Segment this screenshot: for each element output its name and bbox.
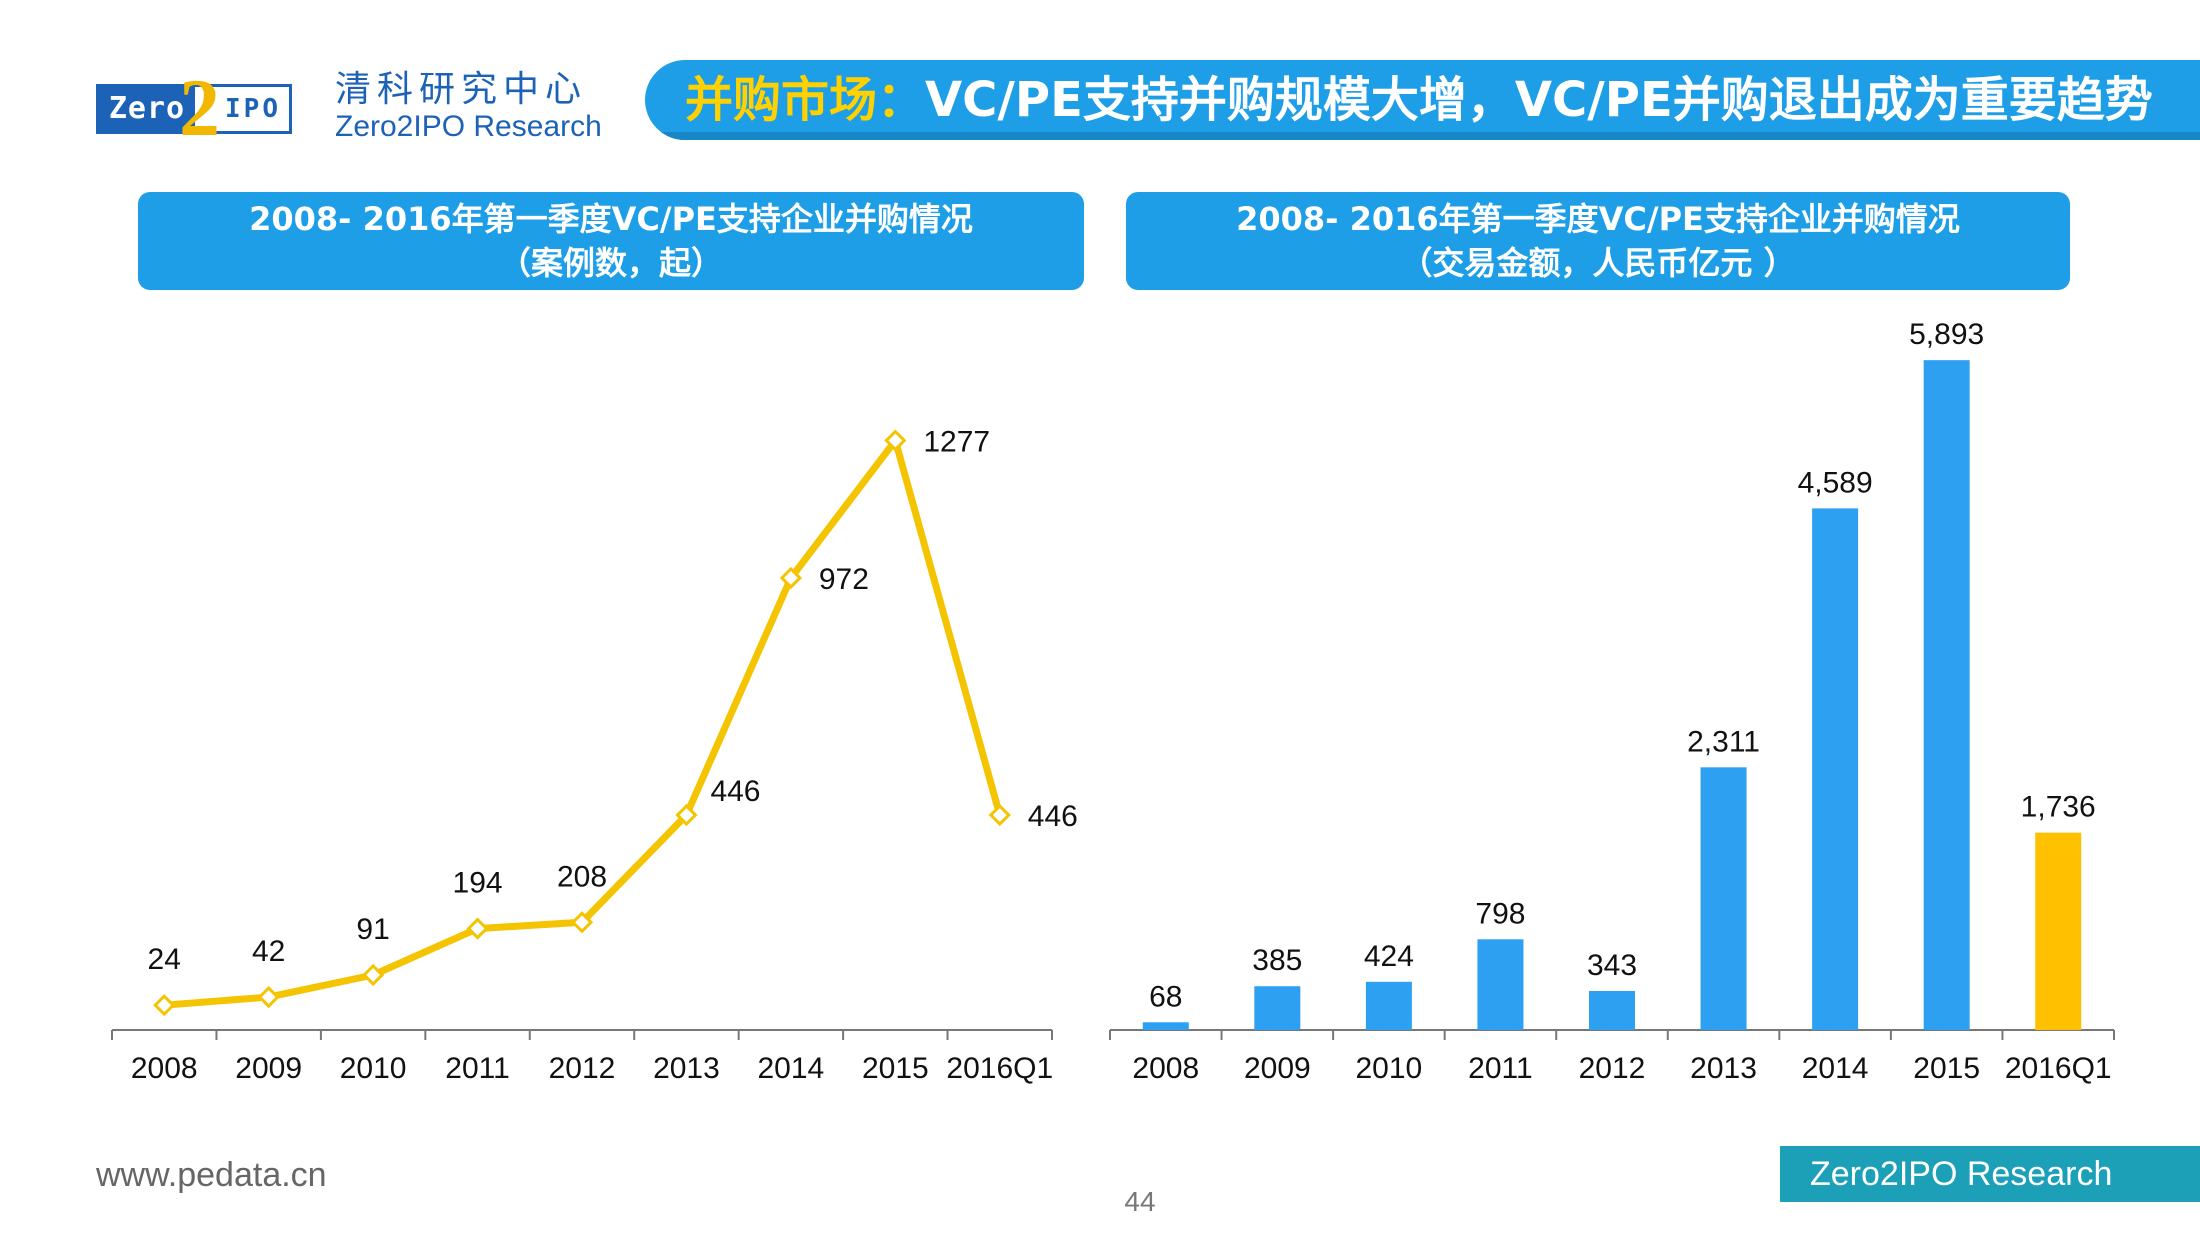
data-point-marker (675, 803, 698, 827)
slide-title-rest: VC/PE支持并购规模大增，VC/PE并购退出成为重要趋势 (925, 72, 2153, 128)
x-tick-label: 2012 (549, 1052, 616, 1085)
logo-ipo-text: IPO (225, 94, 281, 124)
data-label: 385 (1252, 944, 1302, 977)
left-chart-subtitle: （案例数，起） (498, 244, 723, 282)
brand-name-chinese: 清科研究中心 (335, 69, 588, 110)
data-label: 1277 (923, 425, 990, 458)
x-tick-label: 2008 (1132, 1052, 1199, 1085)
slide-title-highlight: 并购市场： (685, 72, 926, 128)
data-point-marker (570, 911, 594, 934)
left-chart-title: 2008- 2016年第一季度VC/PE支持企业并购情况 (249, 200, 973, 238)
bar (1812, 508, 1859, 1030)
slide-title-bar: 并购市场：VC/PE支持并购规模大增，VC/PE并购退出成为重要趋势 (645, 60, 2200, 140)
data-point-marker (779, 566, 803, 590)
bar (1589, 991, 1635, 1030)
data-label: 42 (252, 935, 285, 968)
data-label: 91 (356, 913, 389, 946)
brand-name-english: Zero2IPO Research (335, 110, 602, 143)
x-tick-label: 2010 (340, 1052, 407, 1085)
left-chart-header: 2008- 2016年第一季度VC/PE支持企业并购情况 （案例数，起） (138, 192, 1084, 290)
data-point-marker (153, 994, 176, 1017)
x-tick-label: 2013 (653, 1052, 720, 1085)
x-tick-label: 2015 (862, 1052, 929, 1085)
x-tick-label: 2016Q1 (2005, 1052, 2112, 1085)
x-tick-label: 2009 (235, 1052, 302, 1085)
data-label: 972 (819, 563, 869, 596)
x-tick-label: 2014 (758, 1052, 825, 1085)
data-label: 446 (1028, 800, 1078, 833)
bar (1142, 1022, 1189, 1030)
x-tick-label: 2011 (445, 1052, 510, 1085)
x-tick-label: 2011 (1468, 1052, 1533, 1085)
right-chart-header: 2008- 2016年第一季度VC/PE支持企业并购情况 （交易金额，人民币亿元… (1126, 192, 2070, 290)
x-tick-label: 2015 (1913, 1052, 1980, 1085)
bar (1700, 767, 1747, 1030)
x-tick-label: 2008 (131, 1052, 198, 1085)
data-point-marker (884, 429, 907, 452)
footer-brand-label: Zero2IPO Research (1780, 1146, 2200, 1202)
logo-zero-text: Zero (99, 87, 195, 131)
data-label: 343 (1587, 949, 1637, 982)
data-label: 424 (1364, 940, 1414, 973)
bar (1254, 986, 1301, 1030)
bar (2035, 832, 2082, 1030)
data-label: 24 (148, 943, 181, 976)
logo-two-glyph: 2 (179, 62, 220, 153)
data-label: 1,736 (2021, 791, 2096, 824)
x-tick-label: 2009 (1244, 1052, 1311, 1085)
x-tick-label: 2013 (1690, 1052, 1757, 1085)
bar (1477, 939, 1524, 1030)
x-tick-label: 2016Q1 (946, 1052, 1053, 1085)
data-label: 194 (453, 867, 503, 900)
bar (1923, 360, 1970, 1030)
footer-website[interactable]: www.pedata.cn (96, 1156, 327, 1194)
right-chart-subtitle: （交易金额，人民币亿元 ） (1400, 244, 1796, 282)
data-label: 4,589 (1798, 466, 1873, 499)
data-point-marker (988, 803, 1011, 827)
right-chart-title: 2008- 2016年第一季度VC/PE支持企业并购情况 (1236, 200, 1960, 238)
x-tick-label: 2014 (1802, 1052, 1869, 1085)
x-tick-label: 2012 (1579, 1052, 1646, 1085)
data-point-marker (361, 963, 385, 987)
data-label: 5,893 (1909, 318, 1984, 351)
data-point-marker (257, 985, 280, 1009)
bar (1365, 981, 1412, 1030)
data-label: 208 (557, 860, 607, 893)
data-point-marker (466, 917, 489, 940)
x-tick-label: 2010 (1356, 1052, 1423, 1085)
data-label: 2,311 (1687, 725, 1760, 758)
page-number: 44 (1124, 1186, 1156, 1217)
zero2ipo-logo: Zero 2 IPO (96, 67, 292, 149)
data-label: 446 (710, 775, 760, 808)
slide-title: 并购市场：VC/PE支持并购规模大增，VC/PE并购退出成为重要趋势 (685, 60, 2153, 140)
data-label: 68 (1149, 980, 1182, 1013)
data-label: 798 (1475, 897, 1525, 930)
